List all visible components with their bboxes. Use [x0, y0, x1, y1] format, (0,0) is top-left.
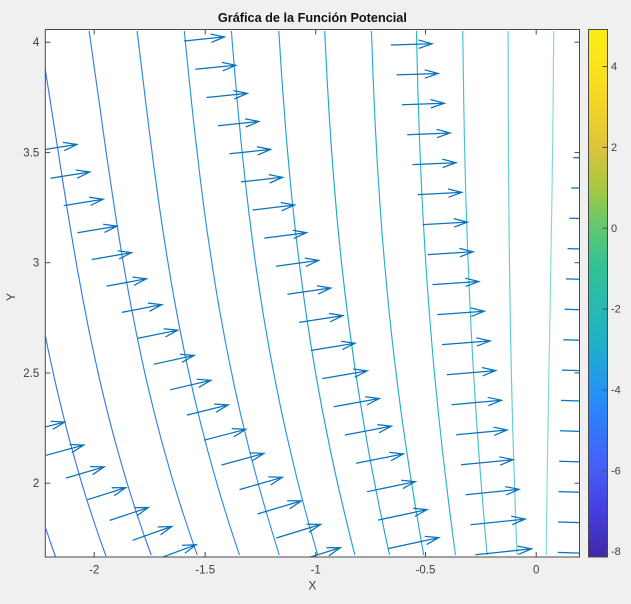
svg-text:-1.5: -1.5	[195, 565, 215, 577]
svg-text:2.5: 2.5	[23, 368, 39, 380]
svg-text:Gráfica de la Función Potencia: Gráfica de la Función Potencial	[218, 11, 407, 25]
svg-text:-6: -6	[611, 466, 621, 478]
svg-text:Y: Y	[4, 293, 18, 301]
svg-text:-0.5: -0.5	[416, 565, 436, 577]
svg-text:2: 2	[33, 478, 39, 490]
svg-text:-4: -4	[611, 385, 621, 397]
svg-text:3.5: 3.5	[23, 147, 39, 159]
svg-text:-2: -2	[89, 565, 99, 577]
svg-text:X: X	[308, 579, 316, 593]
svg-text:-1: -1	[311, 565, 321, 577]
svg-text:-2: -2	[611, 304, 621, 316]
svg-text:0: 0	[533, 565, 539, 577]
svg-text:4: 4	[611, 61, 617, 73]
svg-text:0: 0	[611, 223, 617, 235]
svg-text:4: 4	[33, 37, 40, 49]
svg-text:2: 2	[611, 142, 617, 154]
svg-text:-8: -8	[611, 546, 621, 558]
svg-text:3: 3	[33, 258, 39, 270]
